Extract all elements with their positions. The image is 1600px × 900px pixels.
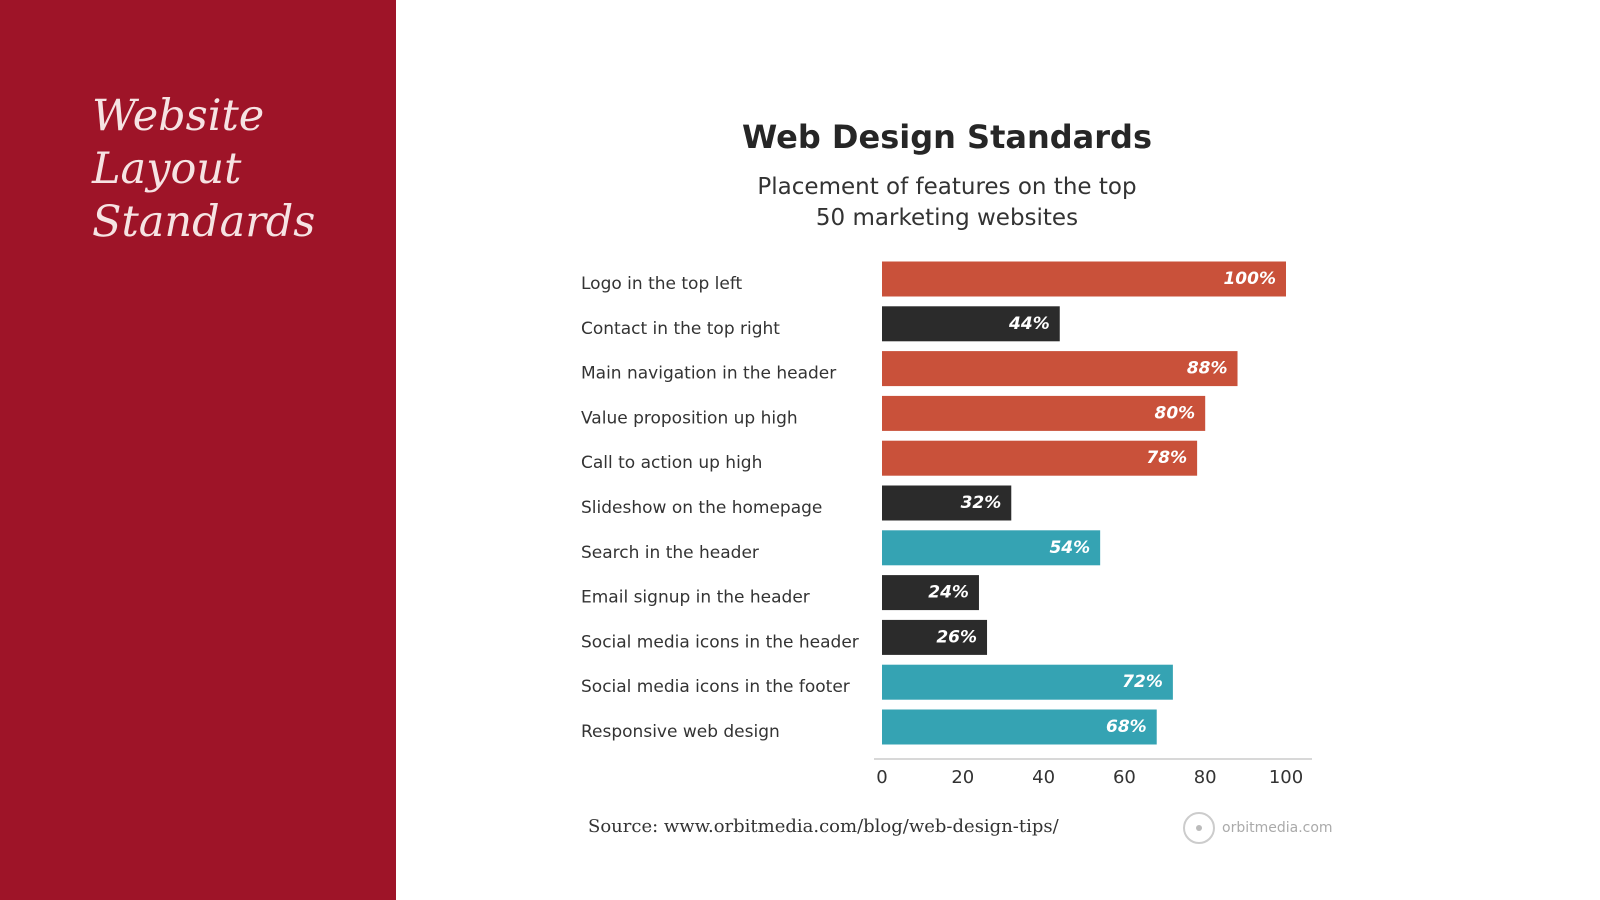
x-tick-label: 80 <box>1194 767 1217 788</box>
bar <box>882 664 1173 700</box>
category-label: Social media icons in the header <box>581 632 859 652</box>
bar <box>882 395 1206 431</box>
value-label: 32% <box>961 493 1002 513</box>
logo-dot <box>1196 825 1202 831</box>
bar <box>882 485 1012 521</box>
category-label: Search in the header <box>581 543 759 563</box>
x-tick-label: 40 <box>1032 767 1055 788</box>
logo-icon <box>1183 812 1215 844</box>
x-tick-label: 60 <box>1113 767 1136 788</box>
value-label: 78% <box>1146 448 1187 468</box>
bar <box>882 575 979 611</box>
category-label: Slideshow on the homepage <box>581 498 822 518</box>
value-label: 44% <box>1008 314 1050 334</box>
value-label: 54% <box>1049 538 1090 558</box>
bar <box>882 440 1198 476</box>
category-label: Responsive web design <box>581 722 780 742</box>
category-label: Value proposition up high <box>581 408 798 428</box>
category-label: Call to action up high <box>581 453 762 473</box>
source: Source: www.orbitmedia.com/blog/web-desi… <box>588 816 1059 837</box>
category-label: Main navigation in the header <box>581 364 836 384</box>
bar <box>882 306 1060 342</box>
value-label: 26% <box>936 627 977 647</box>
bar <box>882 709 1157 745</box>
category-label: Logo in the top left <box>581 274 743 294</box>
value-label: 24% <box>928 583 969 603</box>
value-label: 72% <box>1122 672 1163 692</box>
x-tick-label: 100 <box>1269 767 1303 788</box>
side-panel <box>0 0 396 900</box>
x-tick-label: 20 <box>951 767 974 788</box>
bar <box>882 261 1286 297</box>
bar <box>882 619 988 655</box>
category-label: Contact in the top right <box>581 319 780 339</box>
value-label: 100% <box>1223 269 1276 289</box>
value-label: 68% <box>1106 717 1147 737</box>
x-tick-label: 0 <box>876 767 887 788</box>
bar <box>882 351 1238 387</box>
chart-title: Web Design Standards <box>742 118 1152 156</box>
bar <box>882 530 1101 566</box>
watermark: orbitmedia.com <box>1222 820 1333 836</box>
category-label: Social media icons in the footer <box>581 677 850 697</box>
category-label: Email signup in the header <box>581 588 810 608</box>
chart-subtitle: Placement of features on the top 50 mark… <box>757 174 1137 231</box>
value-label: 88% <box>1187 359 1228 379</box>
value-label: 80% <box>1154 403 1195 423</box>
slide-title: Website Layout Standards <box>92 91 316 247</box>
